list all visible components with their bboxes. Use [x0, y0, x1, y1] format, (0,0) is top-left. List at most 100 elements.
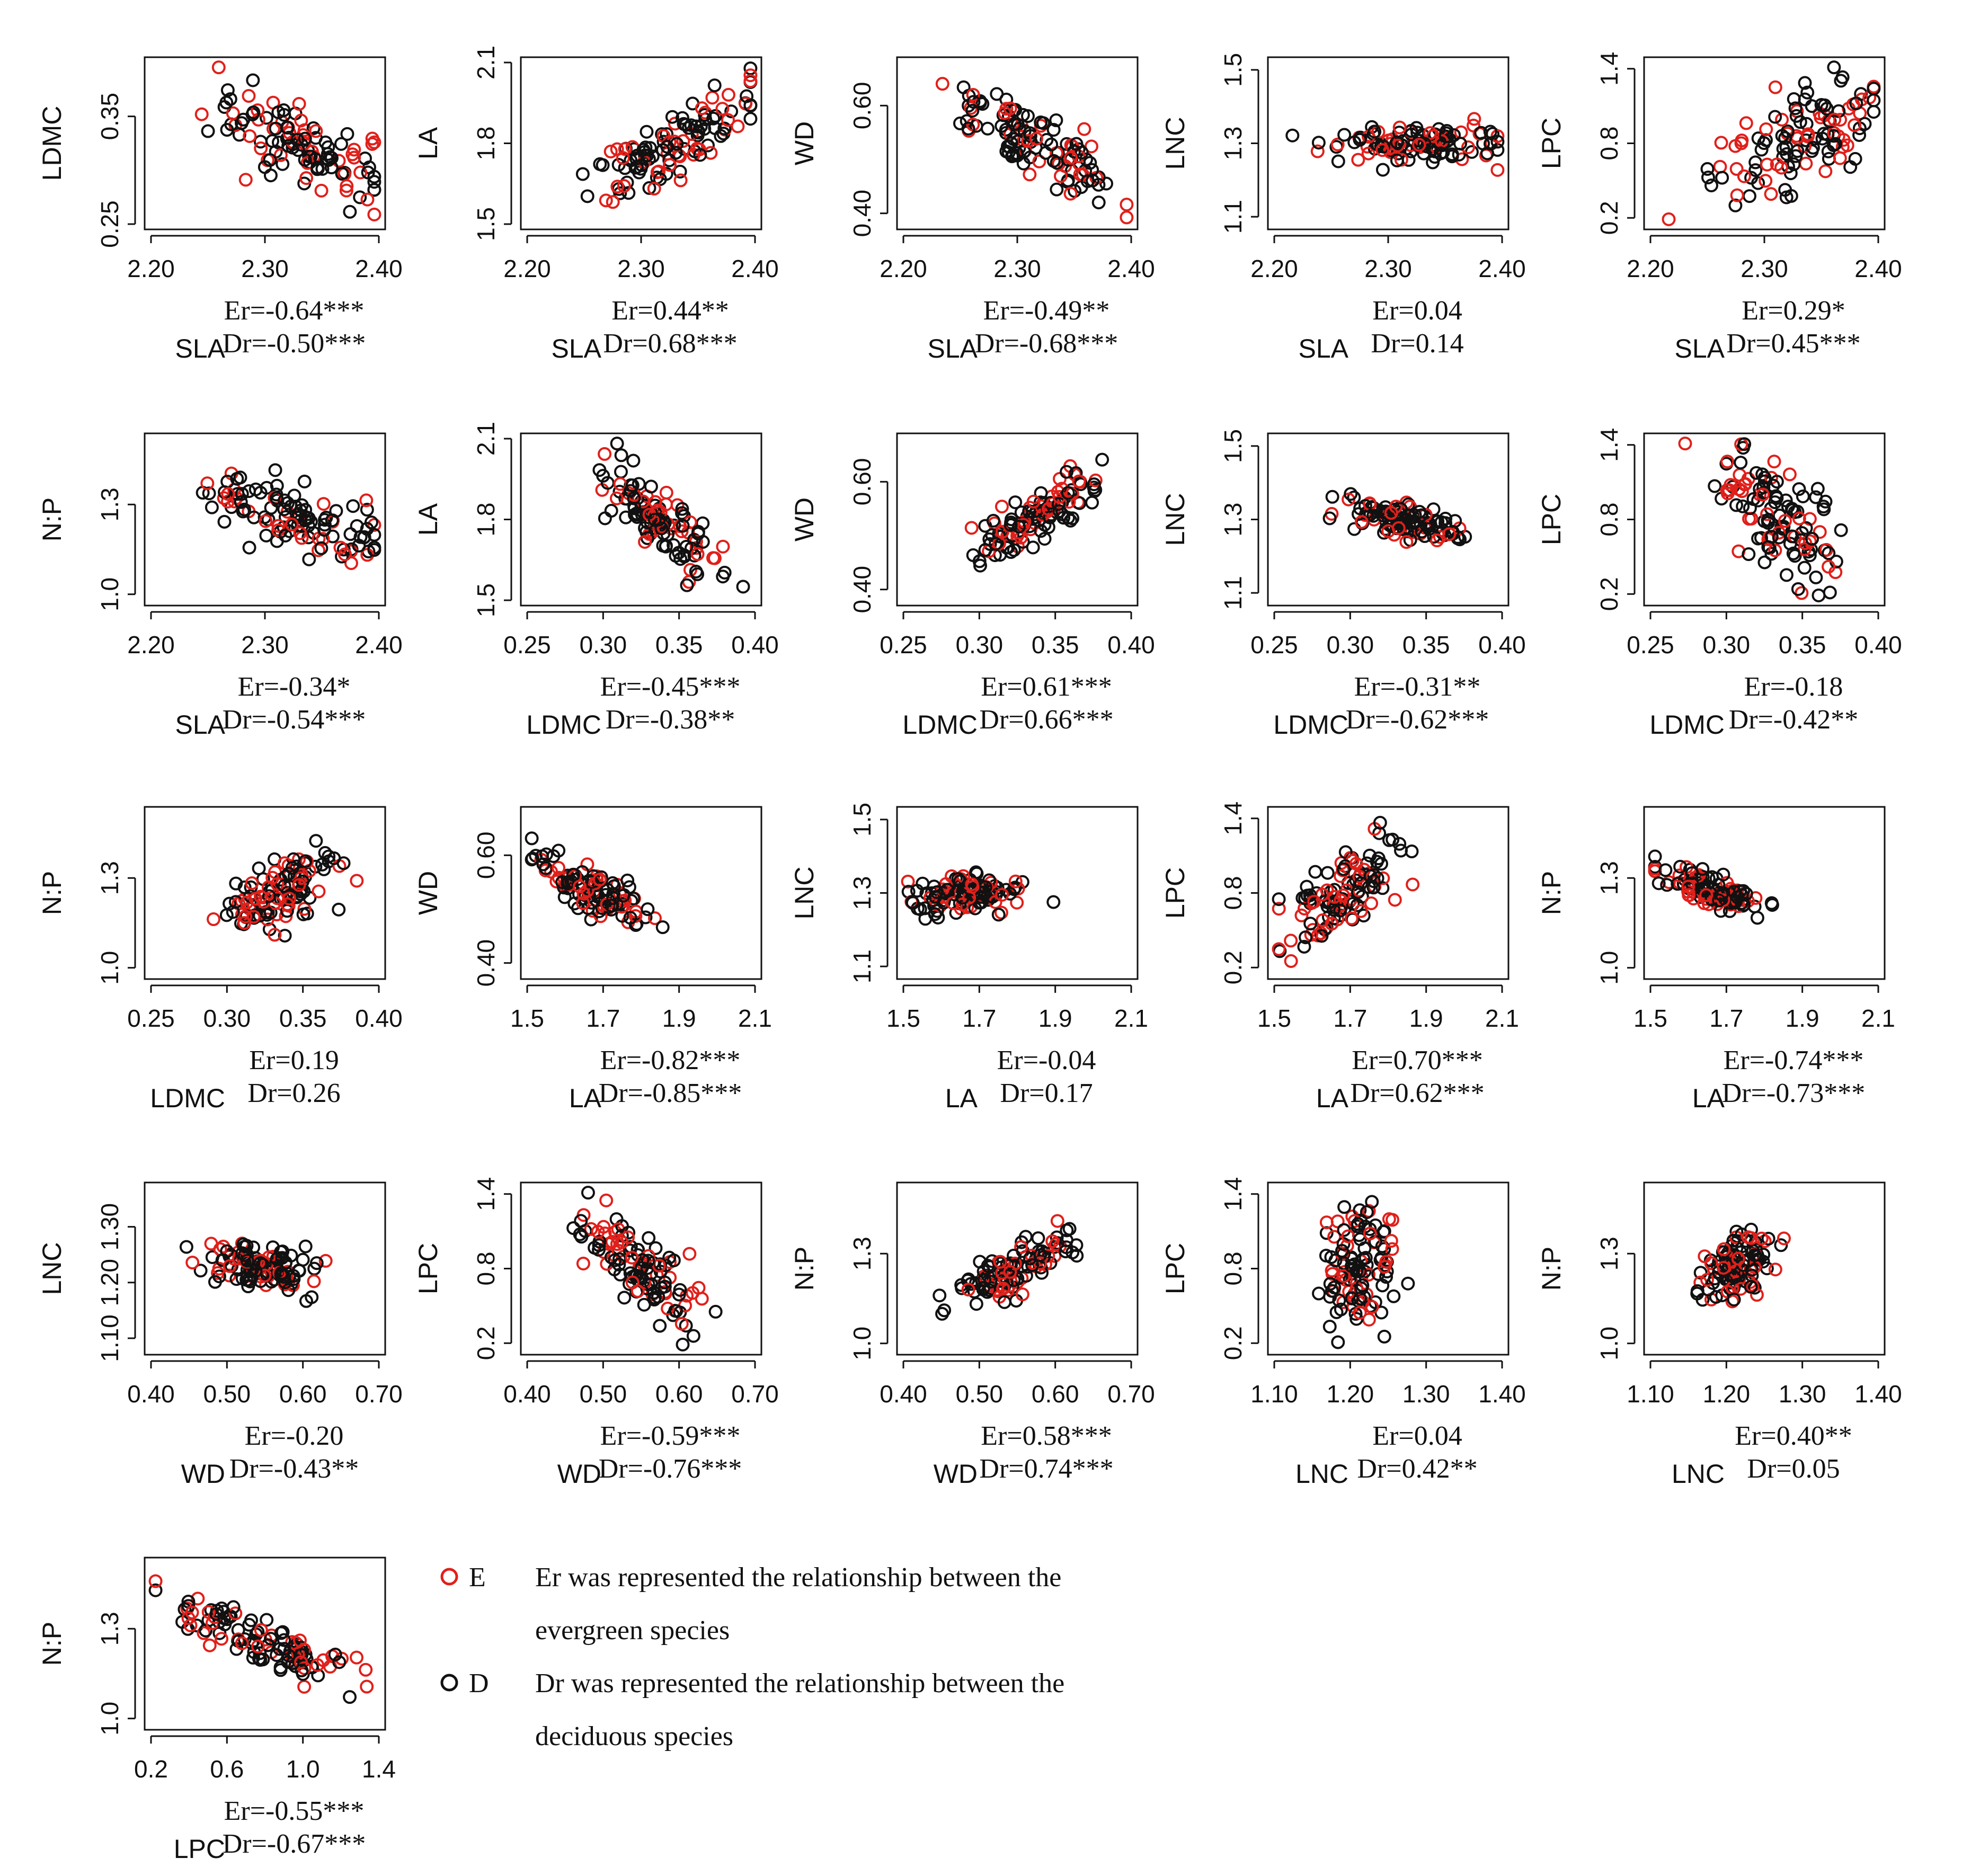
deciduous-point — [325, 529, 340, 544]
y-axis-label: LNC — [1160, 117, 1190, 170]
y-tick-label: 1.1 — [848, 949, 876, 983]
deciduous-point — [1785, 529, 1799, 544]
deciduous-point — [1849, 96, 1863, 111]
deciduous-point — [1387, 1289, 1401, 1303]
deciduous-point — [1007, 1249, 1021, 1263]
scatter-panel-7: 0.25 0.30 0.35 0.40 1.5 1.8 2.1 LA Er=-0.45***Dr… — [413, 422, 779, 740]
evergreen-point — [228, 1606, 243, 1621]
scatter-points — [566, 1186, 723, 1352]
evergreen-point — [191, 1592, 205, 1606]
scatter-points — [1285, 112, 1505, 177]
evergreen-point — [743, 68, 758, 83]
evergreen-point — [1760, 507, 1774, 521]
evergreen-point — [1735, 484, 1749, 499]
x-axis-label: LDMC — [1649, 710, 1725, 740]
deciduous-point — [199, 1623, 213, 1638]
deciduous-point — [617, 1291, 632, 1305]
evergreen-point — [1768, 80, 1782, 94]
deciduous-point — [740, 89, 754, 103]
deciduous-point — [276, 1625, 290, 1639]
deciduous-point — [1734, 1245, 1748, 1259]
evergreen-correlation: Er=0.58*** — [981, 1421, 1112, 1451]
x-tick-label: 2.40 — [1107, 255, 1155, 282]
x-tick-label: 0.70 — [355, 1380, 403, 1408]
deciduous-point — [309, 834, 323, 848]
deciduous-point — [1087, 477, 1101, 492]
y-axis-label: LDMC — [37, 106, 67, 181]
deciduous-point — [614, 448, 628, 463]
deciduous-point — [965, 103, 980, 118]
evergreen-point — [1388, 893, 1402, 907]
deciduous-point — [246, 105, 261, 120]
plot-frame — [896, 432, 1139, 607]
deciduous-point — [546, 849, 561, 863]
evergreen-point — [280, 897, 295, 911]
evergreen-point — [1063, 186, 1078, 201]
x-tick-label: 0.35 — [1779, 631, 1826, 659]
deciduous-point — [346, 499, 360, 513]
deciduous-point — [717, 565, 732, 580]
y-tick-label: 1.3 — [96, 487, 123, 521]
deciduous-point — [653, 1319, 667, 1333]
deciduous-point — [281, 130, 296, 145]
evergreen-point — [1698, 1249, 1712, 1264]
evergreen-point — [1307, 894, 1321, 909]
deciduous-point — [1715, 171, 1729, 185]
evergreen-point — [743, 74, 758, 88]
y-axis-label: WD — [413, 871, 443, 915]
deciduous-point — [246, 73, 260, 87]
deciduous-point — [1308, 865, 1322, 879]
y-tick-label: 1.3 — [848, 876, 876, 910]
x-tick-label: 0.25 — [127, 1004, 175, 1032]
deciduous-point — [302, 552, 316, 566]
evergreen-correlation: Er=-0.74*** — [1724, 1045, 1864, 1075]
evergreen-point — [721, 87, 735, 102]
deciduous-point — [1007, 1273, 1021, 1287]
deciduous-point — [1774, 1238, 1788, 1252]
evergreen-point — [650, 165, 664, 180]
evergreen-correlation: Er=-0.59*** — [600, 1421, 741, 1451]
deciduous-point — [598, 511, 612, 526]
evergreen-point — [340, 179, 354, 193]
deciduous-point — [1325, 490, 1339, 504]
deciduous-point — [1770, 491, 1784, 505]
evergreen-point — [1284, 933, 1298, 948]
deciduous-point — [1474, 126, 1488, 140]
deciduous-point — [1025, 1258, 1040, 1272]
deciduous-point — [1035, 1266, 1049, 1280]
evergreen-point — [901, 874, 915, 888]
y-tick-label: 1.0 — [848, 1327, 876, 1361]
deciduous-point — [219, 95, 234, 110]
deciduous-point — [332, 1655, 347, 1669]
deciduous-point — [242, 540, 256, 555]
y-axis-label: LA — [413, 503, 443, 536]
deciduous-point — [1822, 152, 1836, 166]
evergreen-point — [1813, 525, 1827, 539]
evergreen-point — [200, 476, 215, 491]
deciduous-point — [271, 105, 286, 119]
deciduous-point — [1052, 504, 1067, 518]
evergreen-point — [1120, 198, 1134, 212]
deciduous-point — [584, 875, 599, 889]
deciduous-point — [248, 1264, 263, 1278]
x-tick-label: 1.0 — [286, 1755, 320, 1783]
y-tick-label: 0.2 — [1219, 950, 1247, 984]
deciduous-point — [1817, 502, 1831, 517]
evergreen-point — [676, 134, 690, 148]
deciduous-point — [669, 1304, 683, 1318]
evergreen-point — [625, 1275, 640, 1290]
deciduous-point — [1373, 1253, 1388, 1267]
legend: E D Er was represented the relationship … — [440, 1562, 1064, 1751]
y-tick-label: 0.2 — [1595, 201, 1623, 235]
evergreen-point — [1272, 902, 1286, 916]
x-tick-label: 0.30 — [1703, 631, 1751, 659]
evergreen-correlation: Er=0.04 — [1372, 1421, 1462, 1451]
evergreen-point — [350, 874, 364, 888]
deciduous-point — [653, 172, 667, 186]
x-tick-label: 2.20 — [1627, 255, 1674, 282]
deciduous-point — [630, 148, 644, 163]
evergreen-point — [353, 165, 368, 180]
x-axis-label: LDMC — [1273, 710, 1348, 740]
evergreen-correlation: Er=0.44** — [611, 296, 729, 326]
deciduous-point — [1334, 1302, 1348, 1317]
